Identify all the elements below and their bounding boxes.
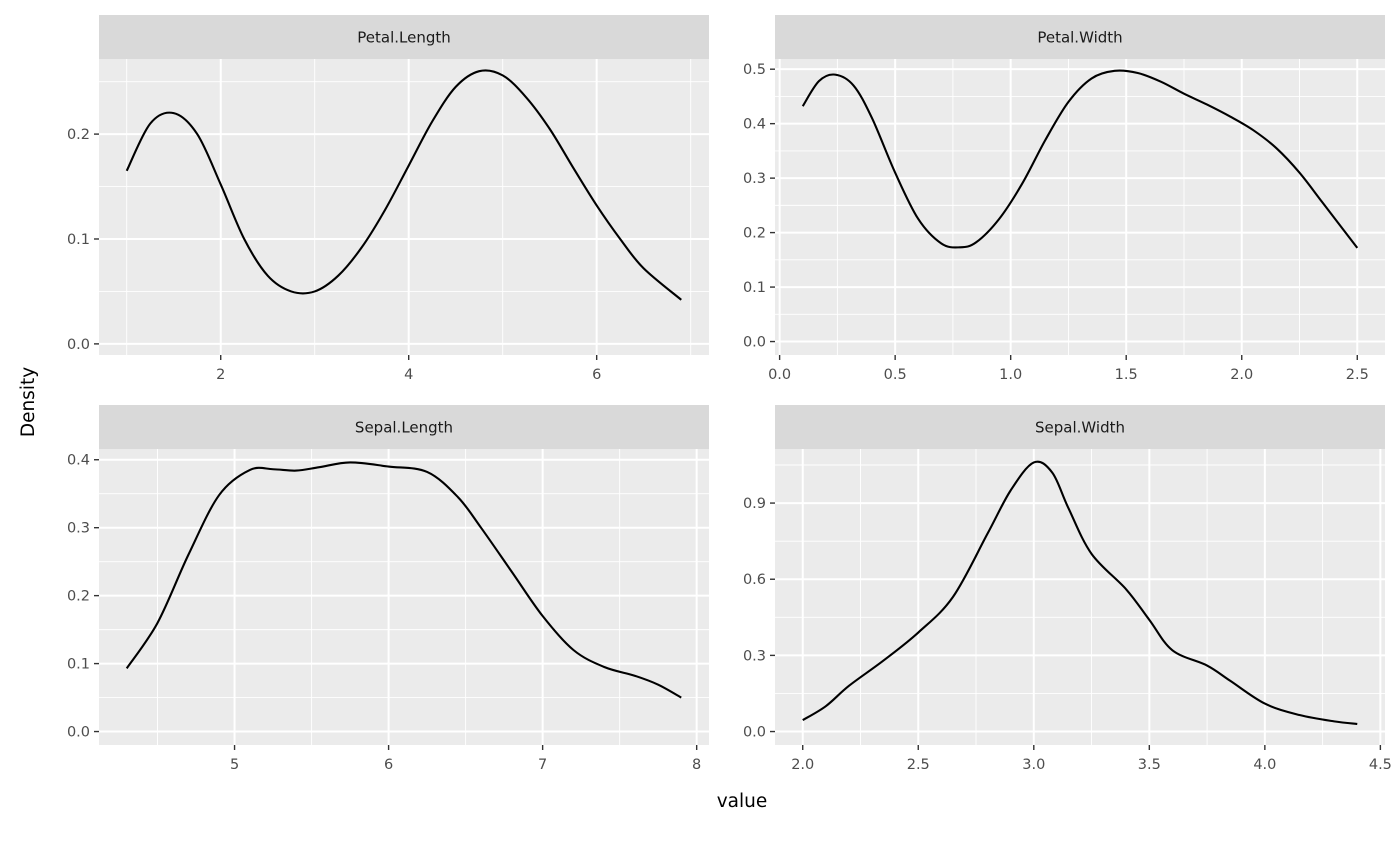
density-line-petal-length	[125, 69, 682, 301]
y-tick-label: 0.0	[743, 335, 766, 351]
y-tick-label: 0.3	[743, 648, 766, 664]
y-tick-label: 0.0	[67, 337, 90, 353]
facet-strip-label: Petal.Length	[357, 29, 451, 47]
x-tick-label: 0.0	[768, 367, 791, 383]
facet-strip	[775, 15, 1385, 59]
panel-background	[775, 449, 1385, 745]
x-tick-label: 2.0	[791, 757, 814, 773]
x-tick-label: 1.0	[999, 367, 1022, 383]
y-tick-label: 0.5	[743, 62, 766, 78]
x-tick-label: 2.0	[1230, 367, 1253, 383]
density-line-sepal-length	[125, 461, 682, 699]
y-tick-label: 0.0	[743, 725, 766, 741]
facet-strip	[775, 405, 1385, 449]
y-tick-label: 0.2	[67, 127, 90, 143]
y-tick-label: 0.3	[743, 171, 766, 187]
y-tick-label: 0.6	[743, 572, 766, 588]
facet-strip-label: Sepal.Length	[355, 419, 453, 437]
y-tick-label: 0.1	[67, 657, 90, 673]
y-tick-label: 0.4	[67, 453, 90, 469]
x-tick-label: 5	[230, 757, 239, 773]
x-tick-label: 6	[384, 757, 393, 773]
facet-sepal-length: Sepal.Length 5 6 7 8 0.0 0.1 0.2 0.3 0.4	[67, 405, 709, 773]
y-axis-title: Density	[18, 367, 39, 437]
x-axis-title: value	[717, 791, 768, 812]
density-line-petal-width	[801, 69, 1359, 249]
x-tick-label: 6	[592, 367, 601, 383]
facet-petal-width: Petal.Width 0.0 0.5 1.0 1.5 2.0 2.5 0.0 0.1 0.2 0.…	[743, 15, 1385, 383]
x-tick-label: 4.0	[1253, 757, 1276, 773]
x-tick-label: 3.5	[1138, 757, 1161, 773]
y-tick-label: 0.0	[67, 725, 90, 741]
panel-background	[99, 449, 709, 745]
y-tick-label: 0.1	[67, 232, 90, 248]
y-tick-label: 0.2	[67, 589, 90, 605]
y-tick-label: 0.9	[743, 496, 766, 512]
x-tick-label: 2.5	[1346, 367, 1369, 383]
x-tick-label: 2.5	[907, 757, 930, 773]
facet-strip-label: Petal.Width	[1037, 29, 1122, 47]
x-tick-label: 4.5	[1369, 757, 1392, 773]
x-tick-label: 1.5	[1115, 367, 1138, 383]
facet-strip-label: Sepal.Width	[1035, 419, 1125, 437]
x-tick-label: 4	[404, 367, 413, 383]
y-tick-label: 0.4	[743, 117, 766, 133]
x-tick-label: 2	[216, 367, 225, 383]
y-tick-label: 0.1	[743, 280, 766, 296]
y-tick-label: 0.3	[67, 521, 90, 537]
x-tick-label: 3.0	[1022, 757, 1045, 773]
x-tick-label: 8	[692, 757, 701, 773]
x-tick-label: 7	[538, 757, 547, 773]
facet-sepal-width: Sepal.Width 2.0 2.5 3.0 3.5 4.0 4.5 0.0 0.3 0.6 0.…	[743, 405, 1392, 773]
x-tick-label: 0.5	[884, 367, 907, 383]
facet-strip	[99, 405, 709, 449]
density-line-sepal-width	[802, 460, 1358, 725]
y-tick-label: 0.2	[743, 226, 766, 242]
panel-background	[775, 59, 1385, 355]
panel-background	[99, 59, 709, 355]
facet-strip	[99, 15, 709, 59]
facet-petal-length: Petal.Length 2 4 6 0.0 0.1 0.2	[67, 15, 709, 383]
